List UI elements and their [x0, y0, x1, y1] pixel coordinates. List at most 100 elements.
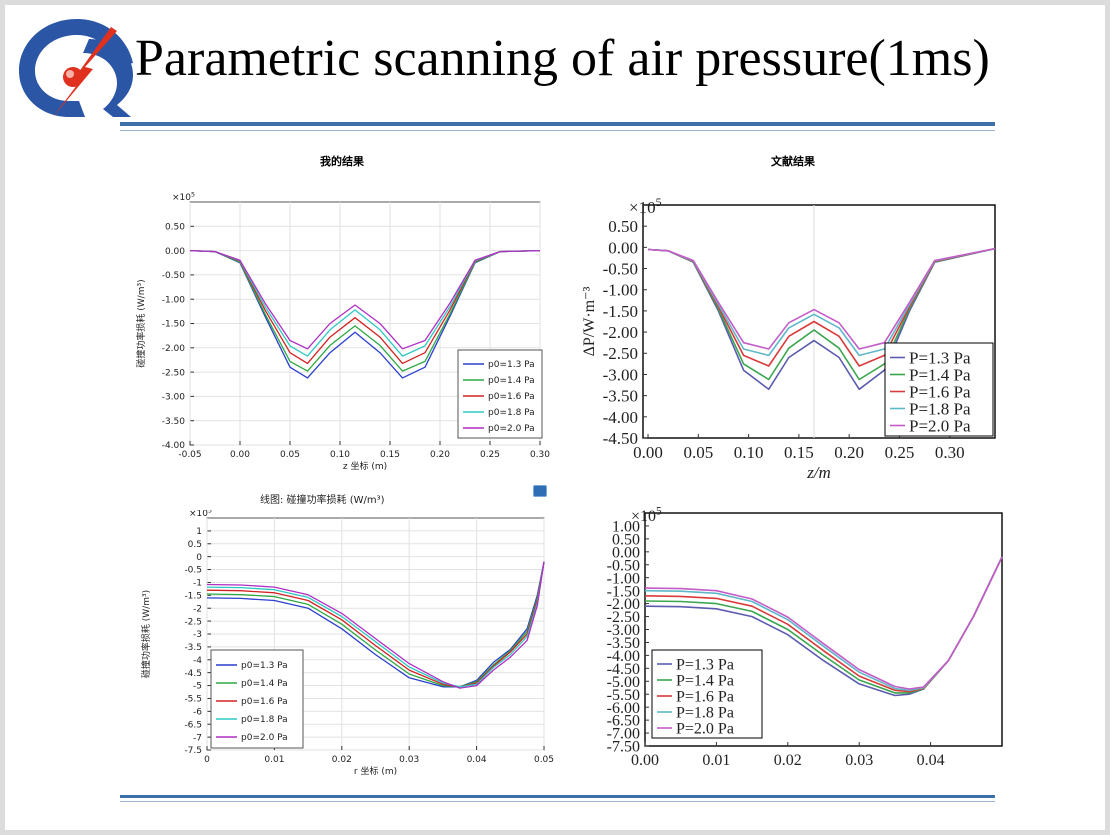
y-axis-label: 碰撞功率损耗 (W/m³): [140, 590, 152, 678]
y-tick-label: 0.50: [612, 531, 640, 548]
y-tick-label: -0.50: [603, 259, 638, 278]
y-tick-label: -7.00: [607, 726, 640, 743]
series-line: [206, 561, 545, 688]
y-tick-label: 0.00: [165, 247, 185, 257]
legend-label: P=2.0 Pa: [909, 416, 971, 435]
title-rule: [120, 122, 995, 126]
legend-label: P=1.6 Pa: [909, 382, 971, 401]
series-line: [206, 561, 545, 688]
y-tick-label: 0.00: [608, 238, 638, 257]
legend-label: P=1.4 Pa: [909, 365, 971, 384]
legend-box: [210, 649, 304, 749]
legend-label: p0=2.0 Pa: [488, 424, 535, 434]
footer-rule-thin: [120, 801, 995, 802]
title-rule-thin: [120, 130, 995, 131]
axis-multiplier: ×105: [631, 506, 662, 525]
x-axis-label: r 坐标 (m): [354, 765, 397, 777]
legend-label: p0=1.4 Pa: [241, 679, 288, 689]
y-tick-label: 0.00: [612, 544, 640, 561]
y-tick-label: -1.00: [603, 281, 638, 300]
y-tick-label: -2.5: [184, 617, 202, 627]
y-tick-label: -4.00: [607, 648, 640, 665]
y-tick-label: -1.00: [607, 570, 640, 587]
heading-literature-results: 文献结果: [771, 155, 815, 168]
y-tick-label: -7.5: [184, 746, 202, 756]
y-tick-label: 0.5: [188, 540, 202, 550]
series-line: [206, 561, 545, 689]
x-tick-label: 0.10: [330, 450, 350, 460]
x-tick-label: 0.01: [702, 752, 730, 769]
y-tick-label: -2: [193, 604, 202, 614]
legend-label: P=1.8 Pa: [676, 705, 734, 722]
multiplier-exponent: 5: [656, 506, 662, 518]
x-tick-label: 0.01: [264, 755, 284, 765]
y-tick-label: -5.5: [184, 695, 202, 705]
legend-label: p0=1.8 Pa: [241, 715, 288, 725]
y-tick-label: -3.00: [607, 622, 640, 639]
x-tick-label: 0.02: [774, 752, 802, 769]
legend-label: P=1.6 Pa: [676, 689, 734, 706]
y-tick-label: -2.50: [603, 344, 638, 363]
multiplier-exponent: 5: [208, 510, 212, 514]
x-tick-label: 0.10: [734, 443, 764, 462]
series-line: [189, 249, 541, 350]
legend-label: p0=1.3 Pa: [488, 360, 535, 370]
x-tick-label: 0.05: [280, 450, 300, 460]
multiplier-base: ×10: [189, 510, 208, 519]
legend-label: p0=1.3 Pa: [241, 661, 288, 671]
x-tick-label: 0.05: [534, 755, 554, 765]
y-tick-label: -3.00: [162, 393, 186, 403]
heading-my-results: 我的结果: [320, 155, 364, 168]
y-tick-label: -0.50: [607, 557, 640, 574]
y-axis-label: 碰撞功率损耗 (W/m³): [135, 279, 147, 367]
axis-multiplier: ×105: [629, 195, 662, 217]
y-tick-label: -2.50: [607, 609, 640, 626]
y-tick-label: -3.50: [162, 417, 186, 427]
y-tick-label: -0.50: [162, 271, 186, 281]
y-tick-label: -0.5: [184, 566, 202, 576]
legend-label: P=1.3 Pa: [676, 657, 734, 674]
y-tick-label: -3.50: [603, 387, 638, 406]
x-tick-label: 0.20: [834, 443, 864, 462]
series-line: [189, 249, 541, 357]
slide: Parametric scanning of air pressure(1ms)…: [5, 5, 1105, 830]
y-tick-label: -5.00: [607, 674, 640, 691]
series-line: [644, 556, 1003, 690]
legend-label: P=1.4 Pa: [676, 673, 734, 690]
plot-toggle-icon[interactable]: [533, 485, 547, 497]
x-axis-label: z 坐标 (m): [343, 460, 387, 472]
x-tick-label: 0: [204, 755, 210, 765]
chart-top-left: 0.50 0.00 -0.50 -1.00 -1.50 -2.00 -2.50 -3.00 -3…: [135, 191, 550, 472]
y-tick-label: -3.50: [607, 635, 640, 652]
y-tick-label: -4.50: [607, 661, 640, 678]
x-tick-label: 0.30: [530, 450, 550, 460]
series-line: [206, 561, 545, 688]
chart-top-right: 0.50 0.00 -0.50 -1.00 -1.50 -2.00 -2.50 -3.00 -3…: [581, 195, 996, 482]
y-tick-label: -7.50: [607, 739, 640, 756]
series-line: [647, 247, 996, 350]
y-tick-label: 1: [196, 527, 202, 537]
y-tick-label: -4.50: [603, 429, 638, 448]
multiplier-exponent: 5: [191, 191, 195, 198]
x-tick-label: 0.04: [467, 755, 487, 765]
y-tick-label: -4.00: [603, 408, 638, 427]
legend-label: p0=1.4 Pa: [488, 376, 535, 386]
multiplier-base: ×10: [172, 193, 191, 203]
y-tick-label: -4: [193, 656, 202, 666]
x-tick-label: 0.02: [332, 755, 352, 765]
y-tick-label: -3.5: [184, 643, 202, 653]
y-tick-label: -7: [193, 733, 202, 743]
y-axis-label: ΔP/W·m⁻³: [581, 286, 598, 356]
y-tick-label: -1.00: [162, 295, 186, 305]
legend-label: p0=1.6 Pa: [488, 392, 535, 402]
x-tick-label: 0.05: [683, 443, 713, 462]
y-tick-label: -5.50: [607, 687, 640, 704]
x-tick-label: 0.00: [230, 450, 250, 460]
y-tick-label: -3.00: [603, 365, 638, 384]
series-line: [206, 561, 545, 688]
legend-label: p0=2.0 Pa: [241, 733, 288, 743]
chart-caption: 线图: 碰撞功率损耗 (W/m³): [260, 495, 385, 506]
axis-multiplier: ×105: [172, 191, 195, 203]
x-tick-label: 0.00: [633, 443, 663, 462]
y-tick-label: 0: [196, 553, 202, 563]
